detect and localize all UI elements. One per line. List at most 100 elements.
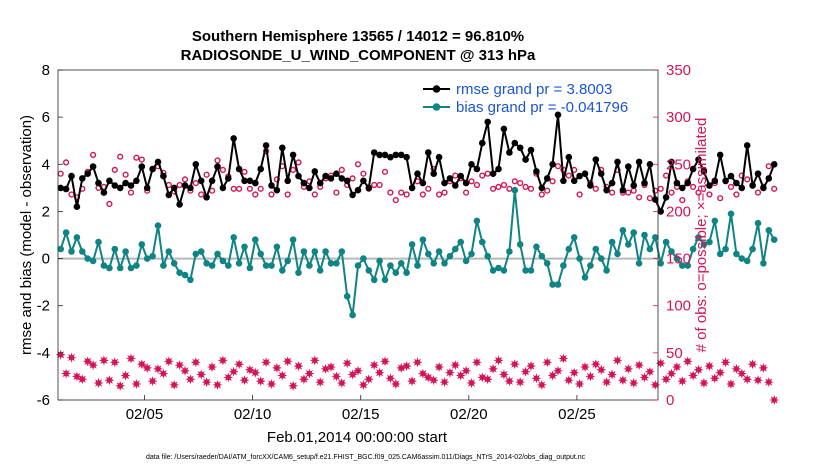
obs-possible-point [295, 159, 302, 166]
y2-axis-label: # of obs: o=possible; ×=assimilated [693, 118, 710, 353]
obs-assimilated-point [531, 373, 542, 384]
bias-point [587, 262, 594, 269]
obs-possible-point [387, 189, 394, 196]
rmse-point [538, 184, 546, 192]
obs-assimilated-point [239, 375, 250, 386]
obs-assimilated-point [574, 379, 585, 389]
obs-possible-point [257, 185, 264, 192]
obs-possible-point [549, 178, 556, 185]
obs-possible-point [122, 171, 129, 178]
obs-assimilated-point [196, 369, 207, 380]
data-file-footnote: data file: /Users/raeder/DAI/ATM_forcXX/… [146, 454, 586, 461]
obs-possible-point [241, 168, 248, 175]
bias-point [603, 267, 610, 274]
bias-point [695, 234, 702, 241]
obs-assimilated-point [336, 378, 347, 388]
obs-assimilated-point [493, 355, 504, 366]
rmse-point [381, 151, 389, 159]
obs-possible-point [127, 189, 135, 196]
bias-point [749, 245, 756, 253]
bias-point [425, 250, 432, 258]
rmse-point [300, 179, 308, 187]
y2-tick-label: 100 [666, 298, 691, 315]
rmse-point [170, 184, 178, 192]
obs-possible-point [754, 189, 762, 196]
obs-assimilated-point [153, 363, 163, 374]
obs-possible-point [349, 175, 356, 182]
rmse-point [322, 172, 329, 180]
chart-subtitle: RADIOSONDE_U_WIND_COMPONENT @ 313 hPa [181, 47, 536, 64]
obs-possible-point [576, 191, 583, 198]
obs-assimilated-point [374, 367, 385, 378]
obs-assimilated-point [390, 379, 401, 389]
obs-assimilated-point [580, 362, 590, 372]
rmse-point [192, 161, 200, 168]
bias-point [760, 260, 767, 267]
rmse-point [127, 182, 135, 189]
bias-point [279, 267, 286, 274]
rmse-point [208, 177, 216, 185]
obs-assimilated-point [163, 356, 174, 367]
obs-assimilated-point [315, 377, 326, 388]
rmse-point [176, 201, 183, 208]
obs-possible-point [490, 185, 497, 192]
bias-point [706, 238, 713, 246]
obs-assimilated-point [526, 361, 536, 372]
rmse-point [479, 139, 486, 147]
rmse-point [187, 184, 194, 192]
obs-assimilated-point [617, 375, 628, 386]
obs-assimilated-point [412, 357, 423, 368]
rmse-point [646, 161, 654, 168]
bias-point [727, 210, 735, 218]
rmse-point [533, 168, 540, 175]
obs-assimilated-point [644, 366, 655, 377]
bias-point [306, 262, 313, 269]
bias-point [214, 250, 221, 258]
bias-point [62, 229, 70, 236]
bias-point [73, 234, 81, 241]
obs-assimilated-point [180, 365, 190, 376]
bias-point [300, 248, 308, 255]
obs-assimilated-point [596, 364, 607, 375]
rmse-point [754, 170, 762, 177]
bias-point [462, 257, 470, 265]
x-tick-label: 02/20 [450, 406, 488, 423]
obs-assimilated-point [120, 370, 131, 381]
rmse-point [495, 165, 502, 173]
bias-point [527, 267, 535, 274]
obs-assimilated-point [342, 358, 353, 369]
obs-possible-point [473, 181, 481, 189]
bias-point [235, 260, 243, 267]
bias-point [219, 257, 227, 265]
bias-point [500, 267, 508, 274]
obs-assimilated-point [66, 352, 77, 363]
obs-possible-point [138, 156, 145, 163]
rmse-point [565, 153, 573, 161]
rmse-point [397, 151, 405, 159]
rmse-point [543, 175, 551, 182]
rmse-point [62, 185, 70, 193]
rmse-point [392, 151, 400, 159]
rmse-point [203, 194, 210, 201]
obs-assimilated-point [401, 361, 412, 372]
obs-assimilated-point [309, 355, 320, 366]
rmse-point [635, 158, 643, 166]
obs-assimilated-point [234, 359, 245, 370]
bias-point [381, 276, 389, 284]
x-tick-label: 02/05 [126, 406, 164, 423]
rmse-point [230, 135, 237, 142]
rmse-point [338, 175, 346, 182]
obs-assimilated-point [326, 362, 336, 372]
obs-assimilated-point [109, 357, 120, 368]
rmse-point [425, 149, 432, 156]
rmse-point [268, 182, 275, 189]
obs-assimilated-point [369, 360, 380, 371]
obs-assimilated-point [509, 359, 520, 370]
rmse-point [760, 184, 767, 192]
y-axis-label: rmse and bias (model - observation) [18, 115, 35, 355]
bias-point [181, 271, 189, 279]
obs-possible-point [506, 185, 513, 192]
obs-possible-point [441, 189, 448, 196]
bias-point [327, 260, 335, 267]
bias-point [646, 245, 654, 253]
